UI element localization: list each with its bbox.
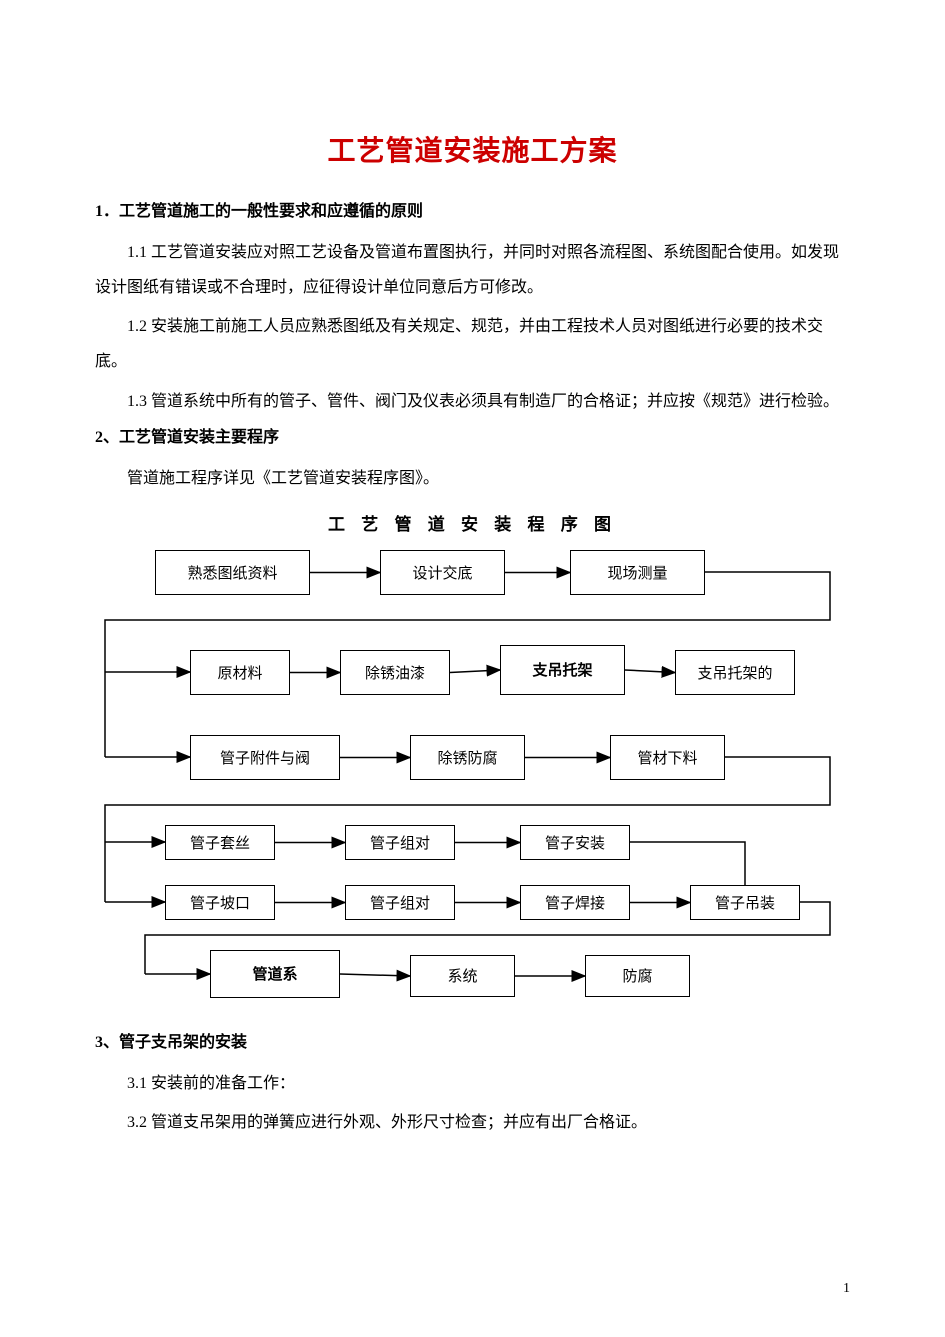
- flow-node-n4: 原材料: [190, 650, 290, 695]
- flow-node-n5: 除锈油漆: [340, 650, 450, 695]
- flow-node-n3: 现场测量: [570, 550, 705, 595]
- flow-node-n12: 管子组对: [345, 825, 455, 860]
- document-page: 工艺管道安装施工方案 1．工艺管道施工的一般性要求和应遵循的原则 1.1 工艺管…: [0, 0, 945, 1337]
- flow-node-n17: 管子吊装: [690, 885, 800, 920]
- section-3-heading: 3、管子支吊架的安装: [95, 1028, 850, 1052]
- section-2-para-1: 管道施工程序详见《工艺管道安装程序图》。: [95, 461, 850, 496]
- flow-node-n14: 管子坡口: [165, 885, 275, 920]
- flow-node-n8: 管子附件与阀: [190, 735, 340, 780]
- section-3-para-2: 3.2 管道支吊架用的弹簧应进行外观、外形尺寸检查；并应有出厂合格证。: [95, 1105, 850, 1140]
- flow-node-n10: 管材下料: [610, 735, 725, 780]
- flow-node-n6: 支吊托架: [500, 645, 625, 695]
- section-1-para-3: 1.3 管道系统中所有的管子、管件、阀门及仪表必须具有制造厂的合格证；并应按《规…: [95, 384, 850, 419]
- flow-node-n15: 管子组对: [345, 885, 455, 920]
- flow-node-n20: 防腐: [585, 955, 690, 997]
- flow-node-n7: 支吊托架的: [675, 650, 795, 695]
- section-1-para-2: 1.2 安装施工前施工人员应熟悉图纸及有关规定、规范，并由工程技术人员对图纸进行…: [95, 309, 850, 379]
- document-title: 工艺管道安装施工方案: [95, 129, 850, 169]
- section-1-para-1: 1.1 工艺管道安装应对照工艺设备及管道布置图执行，并同时对照各流程图、系统图配…: [95, 235, 850, 305]
- flow-node-n16: 管子焊接: [520, 885, 630, 920]
- flowchart-title: 工 艺 管 道 安 装 程 序 图: [95, 510, 850, 535]
- flow-node-n13: 管子安装: [520, 825, 630, 860]
- flow-node-n11: 管子套丝: [165, 825, 275, 860]
- flow-node-n2: 设计交底: [380, 550, 505, 595]
- flow-node-n19: 系统: [410, 955, 515, 997]
- flow-node-n9: 除锈防腐: [410, 735, 525, 780]
- flow-node-n1: 熟悉图纸资料: [155, 550, 310, 595]
- section-3-para-1: 3.1 安装前的准备工作：: [95, 1066, 850, 1101]
- flowchart: 熟悉图纸资料 设计交底 现场测量原材料 除锈油漆 支吊托架 支吊托架的管子附件与阀 除锈防腐…: [90, 545, 845, 1010]
- flow-node-n18: 管道系: [210, 950, 340, 998]
- section-1-heading: 1．工艺管道施工的一般性要求和应遵循的原则: [95, 197, 850, 221]
- section-2-heading: 2、工艺管道安装主要程序: [95, 423, 850, 447]
- page-number: 1: [843, 1281, 850, 1297]
